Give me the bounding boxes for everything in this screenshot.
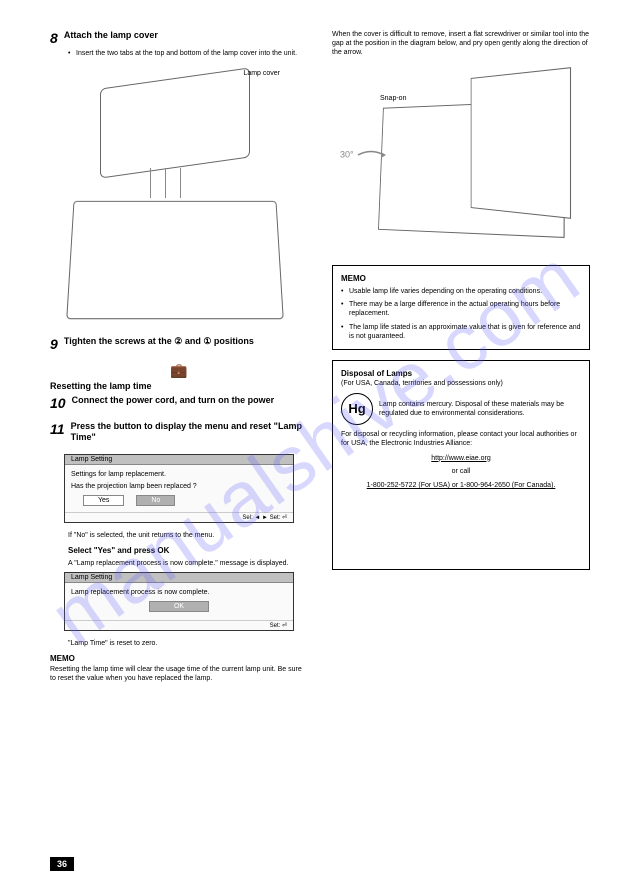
step-11d: "Lamp Time" is reset to zero. [50,639,308,648]
lamp-cover-label: Lamp cover [243,70,280,77]
removal-tip: When the cover is difficult to remove, i… [332,30,590,57]
dialog1-yes-button[interactable]: Yes [83,495,124,506]
projector-diagram: Lamp cover [60,68,290,328]
memo-text: Resetting the lamp time will clear the u… [50,665,308,683]
dialog1-line1: Settings for lamp replacement. [71,471,287,478]
snap-on-label: Snap-on [380,95,406,102]
step-11-number: 11 [50,421,65,437]
panel-removal-diagram: Snap-on 30° [332,63,582,253]
step-9-text: Tighten the screws at the ② and ① positi… [64,336,298,347]
disposal-box: Disposal of Lamps (For USA, Canada, terr… [332,360,590,570]
step-10-number: 10 [50,395,66,411]
dialog1-line2: Has the projection lamp been replaced ? [71,483,287,490]
memo-box-title: MEMO [341,274,366,283]
left-column: 8 Attach the lamp cover Insert the two t… [50,30,308,683]
memo-box: MEMO Usable lamp life varies depending o… [332,265,590,349]
page-number: 36 [50,857,74,871]
hg-icon: Hg [341,393,373,425]
dialog1-note: If "No" is selected, the unit returns to… [50,531,308,540]
hg-text: Lamp contains mercury. Disposal of these… [379,400,581,418]
right-column: When the cover is difficult to remove, i… [332,30,590,683]
memo-box-bullet-1: Usable lamp life varies depending on the… [341,287,581,296]
memo-box-bullet-2: There may be a large difference in the a… [341,300,581,318]
hg-row: Hg Lamp contains mercury. Disposal of th… [341,393,581,425]
method-heading: Resetting the lamp time [50,381,308,391]
disposal-body-2: or call [341,467,581,476]
memo-box-bullet-3: The lamp life stated is an approximate v… [341,323,581,341]
step-8-bullet-1: Insert the two tabs at the top and botto… [68,49,308,58]
step-11: 11 Press the button to display the menu … [50,421,308,444]
disposal-link-2: 1-800-252-5722 (For USA) or 1-800-964-26… [341,482,581,489]
dialog1-title: Lamp Setting [65,455,293,465]
dialog2-title: Lamp Setting [65,573,293,583]
dialog2-ok-button[interactable]: OK [149,601,209,612]
step-11b: Select "Yes" and press OK [50,546,308,556]
step-8-text: Attach the lamp cover [64,30,298,41]
step-10: 10 Connect the power cord, and turn on t… [50,395,308,411]
lamp-setting-dialog-2: Lamp Setting Lamp replacement process is… [64,572,294,631]
step-8: 8 Attach the lamp cover Insert the two t… [50,30,308,58]
step-11c: A "Lamp replacement process is now compl… [50,559,308,568]
dialog2-footer: Set: ⏎ [65,620,293,630]
step-8-number: 8 [50,30,58,46]
step-10-text: Connect the power cord, and turn on the … [72,395,306,406]
step-11-text: Press the button to display the menu and… [71,421,305,444]
disposal-subtitle: (For USA, Canada, territories and posses… [341,380,581,387]
lamp-setting-dialog-1: Lamp Setting Settings for lamp replaceme… [64,454,294,523]
memo-label: MEMO [50,654,308,663]
step-8-bullets: Insert the two tabs at the top and botto… [50,49,308,58]
dialog2-line: Lamp replacement process is now complete… [71,589,287,596]
step-9: 9 Tighten the screws at the ② and ① posi… [50,336,308,352]
disposal-title: Disposal of Lamps [341,369,581,378]
dialog2-body: Lamp replacement process is now complete… [65,583,293,620]
page-footer: 36 [50,857,74,871]
content-columns: 8 Attach the lamp cover Insert the two t… [50,30,590,683]
disposal-body-1: For disposal or recycling information, p… [341,430,581,449]
disposal-link-1[interactable]: http://www.eiae.org [341,455,581,462]
dialog1-body: Settings for lamp replacement. Has the p… [65,465,293,512]
procedure-divider-icon: 💼 [50,362,308,379]
dialog1-footer: Sel: ◄ ► Set: ⏎ [65,512,293,522]
dialog1-no-button[interactable]: No [136,495,175,506]
step-9-number: 9 [50,336,58,352]
angle-label: 30° [340,148,386,162]
